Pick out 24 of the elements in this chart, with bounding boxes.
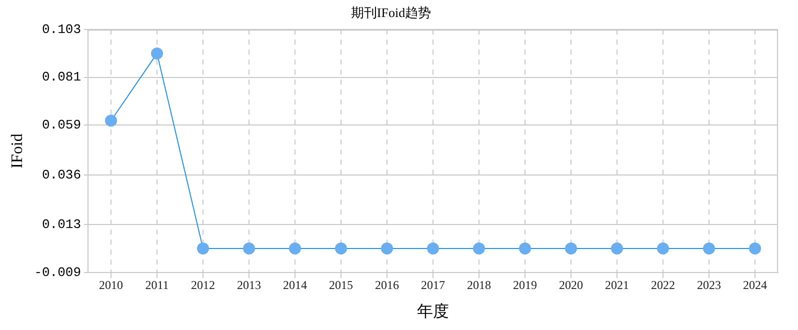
x-tick-label: 2012 <box>191 278 216 292</box>
x-axis-title: 年度 <box>417 302 450 321</box>
x-tick-label: 2020 <box>559 278 583 292</box>
x-tick-label: 2010 <box>99 278 124 292</box>
y-tick-label: -0.009 <box>34 264 82 280</box>
x-tick-label: 2021 <box>605 278 629 292</box>
y-tick-label: 0.103 <box>42 22 82 38</box>
x-tick-label: 2022 <box>651 278 675 292</box>
y-tick-label: 0.059 <box>42 117 82 132</box>
chart-title: 期刊IFoid趋势 <box>350 5 432 20</box>
x-tick-label: 2015 <box>329 278 354 292</box>
x-tick-label: 2013 <box>237 278 262 292</box>
x-tick-label: 2016 <box>375 278 400 292</box>
x-tick-label: 2017 <box>421 278 446 292</box>
x-tick-label: 2011 <box>145 278 169 292</box>
y-axis-title: IFoid <box>8 134 26 168</box>
x-tick-label: 2014 <box>283 278 308 292</box>
x-tick-label: 2023 <box>697 278 721 292</box>
y-tick-label: 0.081 <box>42 70 82 85</box>
y-tick-label: 0.013 <box>42 217 82 232</box>
x-tick-label: 2024 <box>743 278 767 292</box>
x-tick-label: 2019 <box>513 278 538 292</box>
x-tick-label: 2018 <box>467 278 492 292</box>
y-tick-label: 0.036 <box>42 167 82 182</box>
